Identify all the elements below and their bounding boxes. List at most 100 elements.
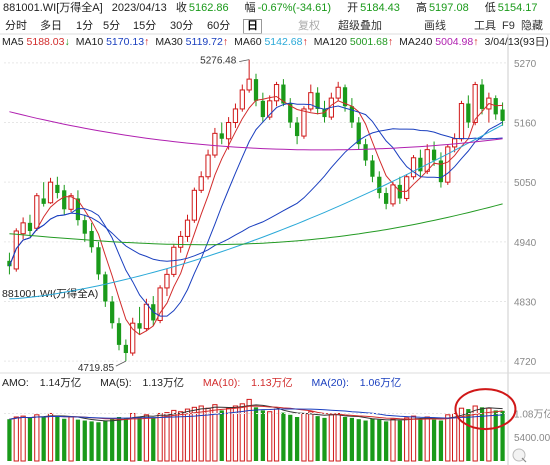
volume-bar <box>41 417 46 461</box>
candle-body <box>301 108 307 137</box>
ma-legend-item: MA30 5119.72↑ <box>155 36 228 48</box>
candle-body <box>178 235 184 248</box>
candle-body <box>281 84 286 104</box>
tab-fenshi[interactable]: 分时 <box>5 20 27 32</box>
draw-line-button[interactable]: 画线 <box>424 20 446 32</box>
candle-body <box>184 219 191 237</box>
volume-bar <box>7 419 12 461</box>
volume-bar <box>219 410 224 461</box>
volume-bar <box>27 417 33 461</box>
volume-bar <box>322 417 327 461</box>
candle-body <box>27 222 33 231</box>
candle-body <box>418 157 423 172</box>
high-annotation: 5276.48 <box>200 56 237 67</box>
tab-60min[interactable]: 60分 <box>207 20 231 32</box>
tab-1min[interactable]: 1分 <box>76 20 94 32</box>
candle-body <box>253 79 259 101</box>
tab-30min[interactable]: 30分 <box>170 20 194 32</box>
volume-bar <box>232 405 239 462</box>
candle-body <box>308 92 314 110</box>
volume-bar <box>110 419 115 461</box>
ma120-line <box>9 203 503 246</box>
volume-bar <box>479 407 485 461</box>
volume-bar <box>34 414 40 462</box>
tools-button[interactable]: 工具 <box>474 20 496 32</box>
quote-header: 881001.WI[万得全A] 2023/04/13 收 5162.86 幅 -0.… <box>0 0 550 16</box>
volume-bar <box>301 412 307 462</box>
arrow-up-icon: ↑ <box>387 36 394 48</box>
amo-value: 1.14万亿 <box>39 377 82 389</box>
ma-legend-item: MA10 5170.13↑ <box>76 36 150 48</box>
volume-bar <box>370 418 375 461</box>
candle-body <box>110 301 115 324</box>
candle-body <box>123 344 128 354</box>
volume-bar <box>116 417 122 461</box>
hide-button[interactable]: 隐藏 <box>521 20 543 32</box>
ma-legend-value: 3/04/13(93日) <box>484 36 549 48</box>
candle-body <box>438 160 444 183</box>
amo-ma5-label: MA(5): <box>100 377 132 389</box>
y-tick-label: 5160 <box>514 119 537 130</box>
candle-body <box>239 89 245 110</box>
candle-body <box>219 133 224 139</box>
restore-rights-button[interactable]: 复权 <box>298 20 320 32</box>
arrow-up-icon: ↑ <box>302 36 308 48</box>
volume-bar <box>130 412 136 462</box>
y-tick-label: 4720 <box>514 357 537 368</box>
tab-5min[interactable]: 5分 <box>103 20 121 32</box>
candle-body <box>493 98 498 115</box>
candle-body <box>479 84 485 109</box>
ma10-line <box>8 102 503 317</box>
candle-body <box>68 195 74 210</box>
volume-bar <box>390 418 396 462</box>
volume-bar <box>397 420 402 461</box>
candle-body <box>205 154 211 178</box>
candle-body <box>267 100 273 118</box>
volume-bar <box>438 420 444 461</box>
ma-legend-item: MA120 5001.68↑ <box>314 36 393 48</box>
ma-legend-value: 5001.68 <box>349 36 388 48</box>
ma-legend-item: MA240 5004.98↑ <box>399 36 478 48</box>
candle-body <box>260 100 265 118</box>
change-label: 幅 <box>244 2 256 14</box>
candle-body <box>452 138 458 148</box>
candle-body <box>20 222 26 235</box>
y-tick-label: 5270 <box>514 59 537 70</box>
open-value: 5184.43 <box>360 2 400 14</box>
arrow-up-icon: ↑ <box>144 36 150 48</box>
y-tick-label: 5050 <box>514 178 537 189</box>
candle-body <box>342 87 348 107</box>
amo-ma5-value: 1.13万亿 <box>142 377 184 389</box>
volume-bar <box>267 411 273 462</box>
candle-body <box>424 149 430 172</box>
ma-legend-item: MA60 5142.68↑ <box>234 36 308 48</box>
volume-bar <box>273 408 280 462</box>
arrow-up-icon: ↑ <box>473 36 479 48</box>
volume-bar <box>342 417 348 461</box>
ma240-line <box>9 111 503 151</box>
tab-15min[interactable]: 15分 <box>133 20 157 32</box>
volume-bar <box>157 412 163 462</box>
ma-legend-label: MA240 <box>399 36 436 48</box>
volume-bar <box>198 405 204 462</box>
volume-bar <box>82 420 87 461</box>
low-label: 低 <box>484 2 496 14</box>
high-value: 5197.08 <box>428 2 469 14</box>
volume-bar <box>253 407 259 461</box>
volume-bar <box>356 419 361 461</box>
volume-bar <box>424 416 430 462</box>
super-overlay-button[interactable]: 超级叠加 <box>338 20 382 32</box>
volume-bar <box>384 421 389 461</box>
candle-body <box>89 230 94 248</box>
volume-bar <box>288 414 293 461</box>
tab-duori[interactable]: 多日 <box>40 20 62 32</box>
volume-bar <box>137 417 142 461</box>
ma-legend-value: 5004.98 <box>435 36 474 48</box>
amo-ma20-label: MA(20): <box>311 377 349 389</box>
f9-button[interactable]: F9 <box>502 20 515 32</box>
volume-bar <box>68 416 74 462</box>
search-icon-handle <box>521 457 527 463</box>
volume-bar <box>410 415 417 462</box>
candle-body <box>198 176 204 191</box>
